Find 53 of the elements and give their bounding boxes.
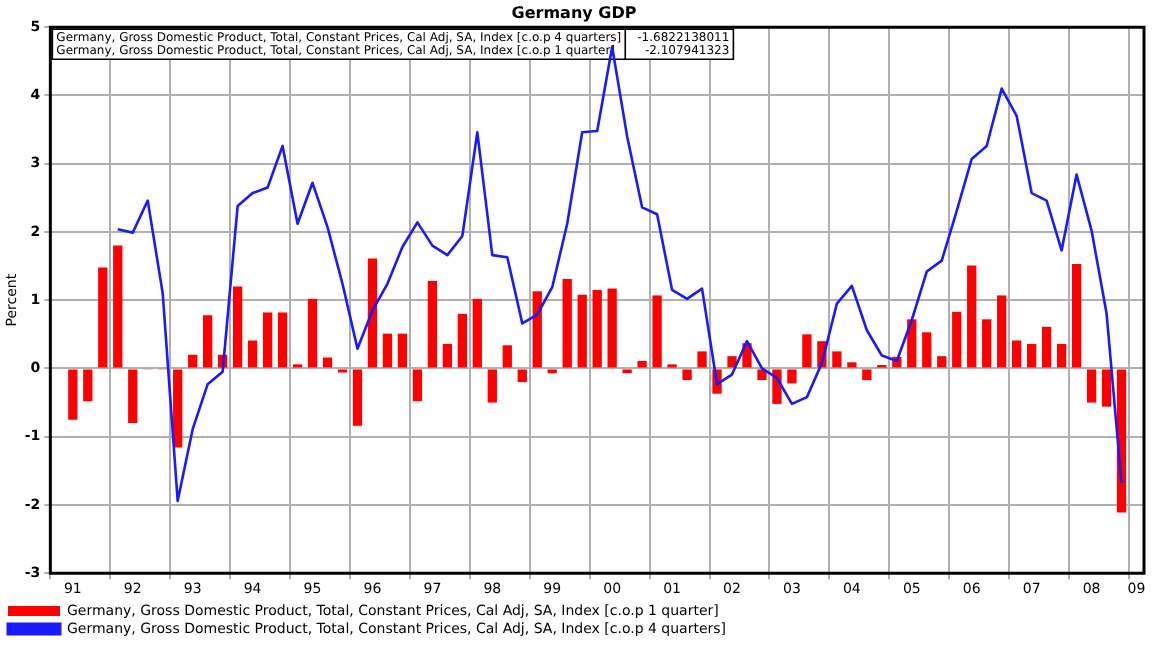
bar xyxy=(188,354,198,368)
bar xyxy=(652,295,662,368)
bar xyxy=(277,312,288,368)
bar xyxy=(532,291,542,368)
bar xyxy=(922,332,932,368)
bar xyxy=(562,279,572,368)
bar xyxy=(367,258,378,368)
bar xyxy=(307,298,318,368)
bar xyxy=(832,351,842,368)
bar xyxy=(472,298,482,368)
bar xyxy=(203,315,213,368)
bar xyxy=(847,362,857,368)
bar xyxy=(607,288,617,368)
bar xyxy=(83,369,93,402)
bar xyxy=(1041,326,1052,368)
bar xyxy=(427,281,438,368)
bar xyxy=(982,319,992,368)
bar xyxy=(173,369,183,448)
bar xyxy=(577,294,587,368)
bar xyxy=(697,351,707,368)
bar xyxy=(1071,264,1082,368)
bar xyxy=(397,333,408,368)
chart-title: Germany GDP xyxy=(511,3,637,22)
bar xyxy=(802,334,812,368)
bar xyxy=(517,369,527,383)
bar xyxy=(787,369,797,384)
bar xyxy=(382,333,393,368)
bar xyxy=(502,345,512,368)
bar xyxy=(232,286,243,368)
bar xyxy=(262,312,273,368)
bar xyxy=(937,356,947,368)
bar xyxy=(487,369,497,403)
bar xyxy=(1101,369,1112,407)
bar xyxy=(1056,343,1067,368)
bar xyxy=(128,369,138,424)
bar xyxy=(457,313,467,368)
bar xyxy=(442,343,453,368)
bar xyxy=(352,369,363,426)
bar xyxy=(967,265,977,368)
bar xyxy=(997,295,1007,368)
bar xyxy=(98,267,108,368)
bar xyxy=(862,369,872,381)
bar xyxy=(113,245,123,368)
bar xyxy=(247,340,258,368)
bar xyxy=(68,369,78,420)
bar xyxy=(412,369,423,402)
bar xyxy=(637,360,647,368)
bar xyxy=(1012,340,1022,368)
bar xyxy=(952,311,962,368)
bar xyxy=(682,369,692,381)
bar xyxy=(1026,343,1037,368)
bar xyxy=(1086,369,1097,403)
bar xyxy=(592,289,602,368)
